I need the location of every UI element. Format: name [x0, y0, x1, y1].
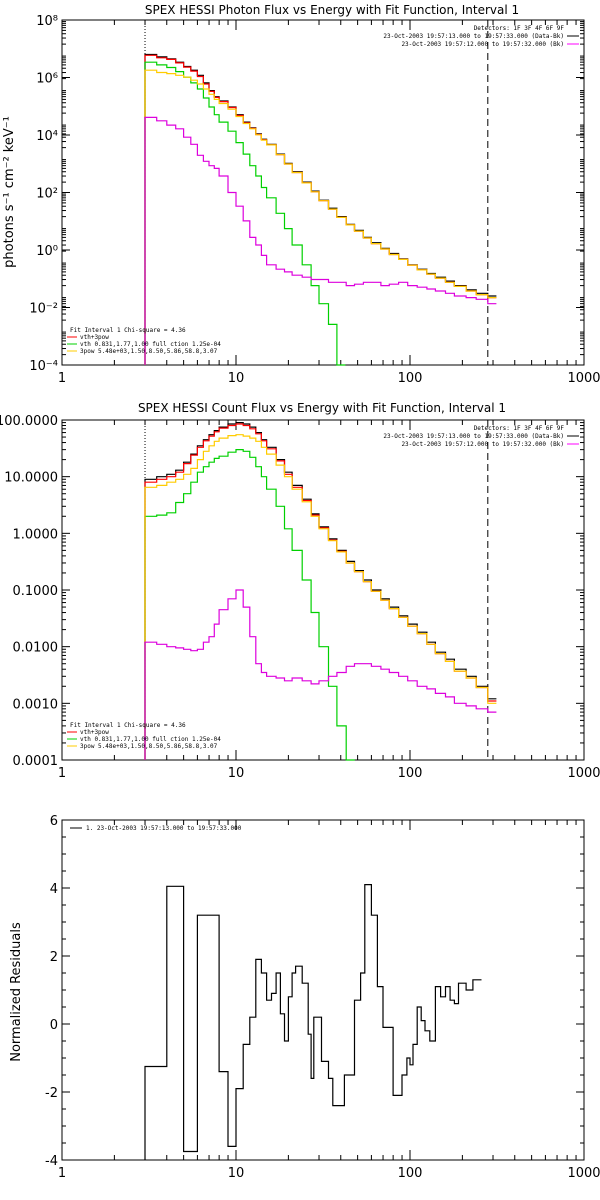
residuals-plot-frame — [61, 819, 585, 1161]
residuals-x-tick-label: 100 — [398, 1166, 423, 1181]
photon-flux-y-tick-label: 10⁸ — [36, 14, 58, 29]
photon-flux-series-0-line — [144, 53, 497, 365]
photon-flux-series-2-line — [144, 61, 346, 366]
photon-flux-panel: SPEX HESSI Photon Flux vs Energy with Fi… — [2, 3, 600, 386]
residuals-y-ticks: -4 -2 0 2 4 6 — [45, 814, 584, 1169]
count-flux-y-tick-label: 100.0000 — [0, 414, 58, 429]
residuals-y-tick-label: 4 — [50, 882, 58, 897]
residuals-series-0-line — [144, 884, 482, 1160]
count-flux-y-tick-label: 1.0000 — [13, 527, 59, 542]
count-flux-fit-legend-entry: Fit Interval 1 Chi-square = 4.36 — [70, 722, 186, 729]
photon-flux-x-tick-label: 10 — [228, 371, 245, 386]
photon-flux-series-3-line — [144, 69, 497, 365]
count-flux-panel: SPEX HESSI Count Flux vs Energy with Fit… — [0, 401, 600, 781]
count-flux-fit-legend-entry: 3pow 5.48e+03,1.50,8.50,5.86,58.8,3.07 — [80, 743, 218, 750]
photon-flux-legend-entry: 23-Oct-2003 19:57:12.000 to 19:57:32.000… — [401, 41, 564, 48]
residuals-panel: Normalized Residuals -4 -2 0 2 4 6 1 10 100 1000… — [9, 814, 600, 1181]
count-flux-series-3-line — [144, 434, 497, 760]
count-flux-y-tick-label: 0.0100 — [13, 641, 59, 656]
residuals-legend-entry: 1. 23-Oct-2003 19:57:13.000 to 19:57:33.… — [86, 825, 242, 832]
count-flux-series-4-line — [144, 589, 497, 760]
photon-flux-plot-frame — [61, 19, 585, 366]
residuals-y-tick-label: -4 — [45, 1154, 58, 1169]
residuals-x-tick-label: 1 — [58, 1166, 66, 1181]
count-flux-y-tick-label: 10.0000 — [4, 471, 58, 486]
count-flux-fit-legend-entry: vth 0.831,1.77,1.00 full ction 1.25e-04 — [80, 736, 221, 743]
count-flux-range-markers — [144, 420, 489, 760]
count-flux-legend-entry: 23-Oct-2003 19:57:12.000 to 19:57:32.000… — [401, 441, 564, 448]
residuals-y-tick-label: 2 — [50, 950, 58, 965]
count-flux-series-2-line — [144, 449, 355, 761]
photon-flux-fit-legend-entry: Fit Interval 1 Chi-square = 4.36 — [70, 327, 186, 334]
count-flux-legend-entry: Detectors: 1F 3F 4F 6F 9F — [474, 425, 565, 432]
photon-flux-y-tick-label: 10⁶ — [36, 72, 58, 87]
photon-flux-y-tick-label: 10⁻² — [29, 302, 58, 317]
photon-flux-range-markers — [144, 20, 489, 365]
photon-flux-legend-bottom: Fit Interval 1 Chi-square = 4.36vth+3pow… — [67, 327, 221, 355]
photon-flux-ylabel: photons s⁻¹ cm⁻² keV⁻¹ — [2, 116, 17, 268]
residuals-series — [144, 884, 482, 1160]
photon-flux-y-tick-label: 10⁴ — [36, 129, 58, 144]
residuals-y-tick-label: 0 — [50, 1018, 58, 1033]
photon-flux-series-1-line — [144, 54, 497, 365]
photon-flux-y-tick-label: 10⁻⁴ — [29, 359, 58, 374]
photon-flux-x-tick-label: 1 — [58, 371, 66, 386]
residuals-y-tick-label: 6 — [50, 814, 58, 829]
photon-flux-y-tick-label: 10² — [36, 187, 58, 202]
photon-flux-y-ticks: 10⁻⁴ 10⁻² 10⁰ 10² 10⁴ 10⁶ 10⁸ — [29, 14, 584, 374]
residuals-x-tick-label: 1000 — [567, 1166, 600, 1181]
count-flux-x-ticks: 1 10 100 1000 — [58, 420, 600, 781]
photon-flux-x-tick-label: 100 — [398, 371, 423, 386]
count-flux-x-tick-label: 10 — [228, 766, 245, 781]
count-flux-title: SPEX HESSI Count Flux vs Energy with Fit… — [138, 401, 506, 415]
residuals-x-ticks: 1 10 100 1000 — [58, 820, 600, 1181]
photon-flux-title: SPEX HESSI Photon Flux vs Energy with Fi… — [145, 3, 519, 17]
photon-flux-fit-legend-entry: 3pow 5.48e+03,1.50,8.50,5.86,58.8,3.07 — [80, 348, 218, 355]
count-flux-y-ticks: 0.0001 0.0010 0.0100 0.1000 1.0000 10.0000 100… — [0, 414, 584, 769]
photon-flux-x-ticks: 1 10 100 1000 — [58, 20, 600, 386]
count-flux-x-tick-label: 1000 — [567, 766, 600, 781]
residuals-y-tick-label: -2 — [45, 1086, 58, 1101]
count-flux-y-tick-label: 0.0010 — [13, 697, 59, 712]
residuals-ylabel: Normalized Residuals — [9, 922, 24, 1062]
count-flux-legend-bottom: Fit Interval 1 Chi-square = 4.36vth+3pow… — [67, 722, 221, 750]
count-flux-y-tick-label: 0.1000 — [13, 584, 59, 599]
photon-flux-x-tick-label: 1000 — [567, 371, 600, 386]
count-flux-fit-legend-entry: vth+3pow — [80, 729, 109, 736]
count-flux-series — [144, 422, 497, 761]
count-flux-x-tick-label: 100 — [398, 766, 423, 781]
photon-flux-fit-legend-entry: vth+3pow — [80, 334, 109, 341]
photon-flux-y-tick-label: 10⁰ — [36, 244, 58, 259]
residuals-legend: 1. 23-Oct-2003 19:57:13.000 to 19:57:33.… — [70, 825, 242, 832]
count-flux-x-tick-label: 1 — [58, 766, 66, 781]
photon-flux-legend-entry: 23-Oct-2003 19:57:13.000 to 19:57:33.000… — [383, 33, 564, 40]
photon-flux-series — [144, 53, 497, 366]
count-flux-plot-frame — [61, 419, 585, 761]
photon-flux-legend-entry: Detectors: 1F 3F 4F 6F 9F — [474, 25, 565, 32]
count-flux-y-tick-label: 0.0001 — [13, 754, 59, 769]
photon-flux-fit-legend-entry: vth 0.831,1.77,1.00 full ction 1.25e-04 — [80, 341, 221, 348]
count-flux-legend-entry: 23-Oct-2003 19:57:13.000 to 19:57:33.000… — [383, 433, 564, 440]
residuals-x-tick-label: 10 — [228, 1166, 245, 1181]
photon-flux-series-4-line — [144, 116, 497, 365]
